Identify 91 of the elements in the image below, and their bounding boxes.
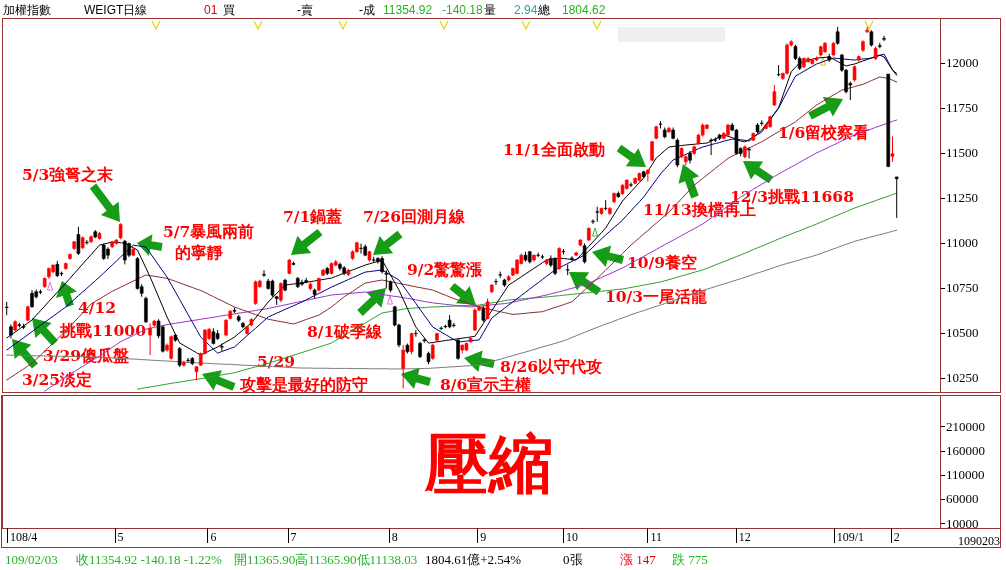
x-tick-label: 7: [290, 529, 297, 544]
candlestick: [123, 239, 127, 265]
annotation: 5/3強弩之末: [22, 165, 115, 184]
text: 01: [204, 3, 218, 17]
candlestick: [279, 281, 283, 303]
candlestick: [169, 334, 173, 361]
x-tick-label: 2: [893, 529, 900, 544]
text: 1804.62: [562, 3, 606, 17]
annotation: 7/26回測月線: [363, 207, 467, 226]
y-tick-label: 11000: [946, 235, 979, 251]
candlestick: [570, 255, 574, 262]
text: 11354.92: [383, 3, 433, 17]
annotation: 5/7暴風兩前的寧靜: [163, 222, 255, 262]
candlestick: [747, 146, 751, 160]
x-tick-label: 6: [210, 529, 217, 544]
chart-title: 加權指數: [3, 3, 51, 17]
candlestick: [253, 280, 258, 306]
text: 量: [483, 3, 496, 17]
candlestick: [148, 322, 152, 356]
y-tick-label: 10250: [946, 370, 979, 386]
y-tick-label: 60000: [946, 491, 979, 507]
candlestick: [776, 64, 781, 77]
annotation: 3/25淡定: [22, 370, 93, 389]
y-tick-label: 10000: [946, 515, 979, 531]
candlestick: [603, 199, 608, 211]
x-tick-label: 9: [480, 529, 487, 544]
y-tick-label: 10500: [946, 325, 979, 341]
y-tick-label: 12000: [946, 55, 979, 71]
candlestick: [494, 278, 498, 286]
text: 1090203: [958, 534, 1000, 548]
text: 跌 775: [672, 552, 708, 567]
candlestick: [835, 26, 840, 46]
candlestick: [85, 239, 89, 246]
annotation: 7/1鍋蓋: [283, 207, 343, 226]
x-tick-label: 8: [391, 529, 398, 544]
y-tick-label: 11250: [946, 190, 979, 206]
x-tick-label: 5: [117, 529, 124, 544]
text: 漲 147: [620, 552, 657, 567]
candlestick: [401, 344, 405, 389]
text: 109/02/03: [5, 552, 58, 567]
candlestick: [177, 346, 182, 368]
x-tick-label: 108/4: [9, 529, 38, 544]
annotation: 8/26以守代攻: [500, 357, 603, 376]
candlestick: [414, 329, 418, 338]
x-tick-label: 11: [650, 529, 663, 544]
candlestick: [894, 176, 899, 219]
candlestick: [772, 84, 777, 107]
candlestick: [384, 269, 389, 289]
y-tick-label: 10750: [946, 280, 979, 296]
candlestick: [629, 181, 633, 188]
candlestick: [300, 279, 304, 287]
y-tick-label: 11500: [946, 145, 979, 161]
text: 0張: [563, 552, 583, 567]
candlestick: [553, 256, 557, 276]
x-tick-label: 10: [565, 529, 578, 544]
candlestick: [359, 243, 363, 255]
y-tick-label: 11750: [946, 100, 979, 116]
candlestick: [473, 307, 477, 332]
text: -賣: [297, 3, 313, 17]
annotation: 8/6宣示主權: [440, 375, 532, 394]
annotation: 8/1破季線: [307, 322, 384, 341]
annotation: 10/9養空: [627, 253, 698, 272]
candlestick: [591, 218, 595, 225]
candlestick: [734, 128, 739, 156]
annotation: 3/29傻瓜盤: [43, 346, 130, 365]
text: 總: [537, 3, 551, 17]
text: -140.18: [442, 3, 484, 17]
candlestick: [144, 296, 148, 324]
text: 收11354.92 -140.18 -1.22%: [76, 552, 222, 567]
x-tick-label: 109/1: [836, 529, 864, 544]
y-tick-label: 210000: [946, 418, 985, 434]
x-tick-label: 12: [738, 529, 751, 544]
candlestick: [262, 269, 266, 278]
annotation: 10/3一尾活龍: [605, 287, 708, 306]
text: 1804.61億+2.54%: [425, 552, 522, 567]
text: 開11365.90高11365.90低11138.03: [234, 552, 418, 567]
annotation: 9/2驚驚漲: [407, 260, 484, 279]
chart-subtitle: WEIGT日線: [84, 3, 148, 17]
text: 2.94: [514, 3, 538, 17]
candlestick: [582, 242, 587, 264]
y-tick-label: 160000: [946, 443, 985, 459]
candlestick: [882, 35, 886, 42]
candlestick: [709, 137, 713, 156]
text: -成: [359, 3, 375, 17]
annotation: 4/12挑戰11000: [59, 298, 147, 340]
y-tick-label: 110000: [946, 467, 985, 483]
annotation: 11/1全面啟動: [503, 140, 606, 159]
candlestick: [890, 136, 895, 163]
annotation: 壓縮: [424, 429, 553, 500]
text: 買: [223, 3, 235, 17]
candlestick: [76, 226, 81, 256]
